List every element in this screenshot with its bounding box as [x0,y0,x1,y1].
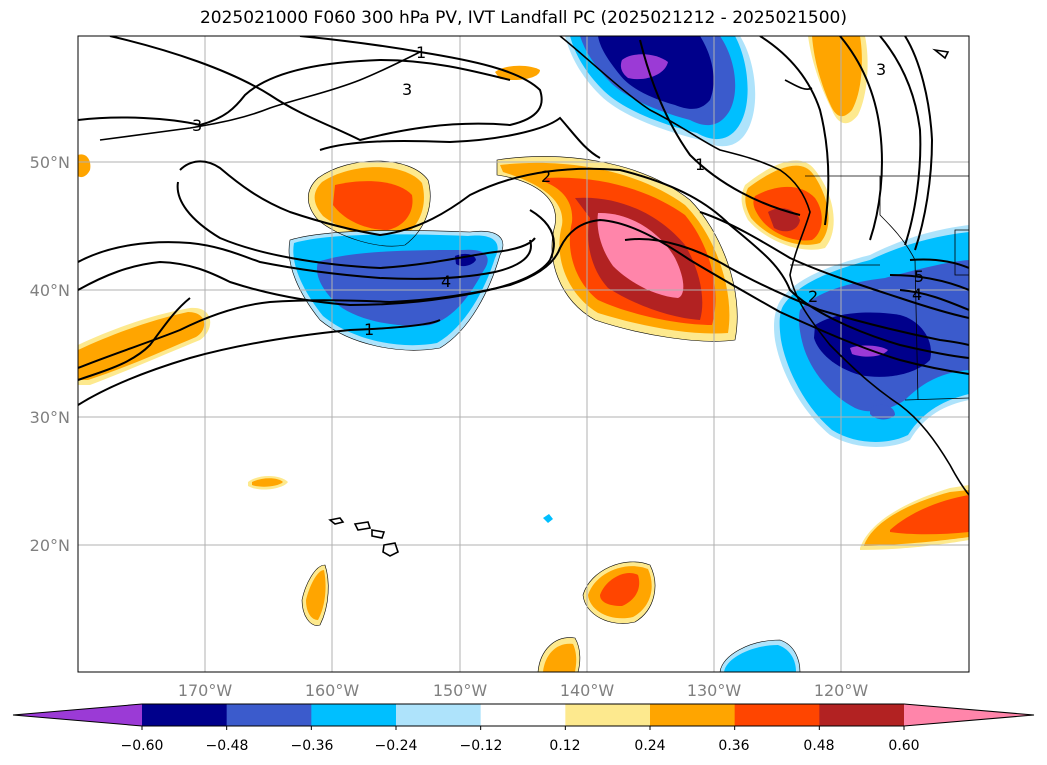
colorbar-segment [819,704,905,726]
contour-label: 2 [541,167,551,186]
contour-label: 1 [364,320,374,339]
colorbar-extend-low [13,704,142,726]
latitude-labels: 50°N 40°N 30°N 20°N [30,153,70,555]
negative-anomaly-tiny [543,514,553,523]
lon-label: 120°W [814,681,869,700]
colorbar-tick: 0.48 [803,738,834,754]
lon-label: 160°W [305,681,360,700]
colorbar-segment [396,704,482,726]
contour-label: 1 [695,155,705,174]
positive-anomaly-small-4-core [543,643,577,672]
colorbar-segment [311,704,397,726]
colorbar-segment [480,704,566,726]
positive-anomaly-north-pacific [308,160,431,247]
colorbar [12,703,1035,730]
colorbar-tick: −0.60 [121,738,164,754]
colorbar-segment [226,704,312,726]
contour-label: 5 [914,267,924,286]
lon-label: 140°W [560,681,615,700]
negative-anomaly-bottom [720,640,800,672]
positive-anomaly-southeast [860,485,969,550]
colorbar-tick: 0.36 [718,738,749,754]
positive-anomaly-small-2-core [306,570,326,620]
colorbar-tick: 0.60 [888,738,919,754]
map-title: 2025021000 F060 300 hPa PV, IVT Landfall… [199,8,847,28]
positive-anomaly-central-pacific [497,156,738,342]
contour-label: 2 [808,287,818,306]
positive-anomaly-small-3 [583,561,655,624]
lat-label: 40°N [30,281,70,300]
positive-anomaly-west [78,307,211,385]
anomaly-outlines [288,156,801,672]
colorbar-tick-labels: −0.60 −0.48 −0.36 −0.24 −0.12 0.12 0.24 … [121,738,920,754]
colorbar-tick: 0.24 [634,738,665,754]
gridlines [78,36,969,672]
positive-anomaly-northeast [808,36,868,124]
positive-anomaly-small-1-core [252,478,283,487]
colorbar-tick: −0.48 [206,738,249,754]
lon-label: 150°W [433,681,488,700]
lat-label: 30°N [30,408,70,427]
longitude-labels: 170°W 160°W 150°W 140°W 130°W 120°W [178,681,869,700]
colorbar-tick: 0.12 [549,738,580,754]
contour-label: 4 [912,285,922,304]
pv-contour-labels: 1 2 3 4 1 2 3 1 3 4 5 [192,43,924,339]
positive-anomaly-pacific-northwest [741,160,834,250]
contour-label: 4 [441,272,451,291]
pv-contours [78,36,969,406]
colorbar-tick: −0.36 [291,738,334,754]
plot-frame [77,35,970,673]
contour-label: 3 [876,60,886,79]
colorbar-tick: −0.12 [460,738,503,754]
contour-label: 3 [192,116,202,135]
colorbar-segment [650,704,736,726]
lat-label: 20°N [30,536,70,555]
colorbar-segment [142,704,228,726]
contour-label: 3 [402,80,412,99]
lon-label: 170°W [178,681,233,700]
positive-anomaly-edge [78,154,91,178]
negative-anomaly-gulf-of-alaska [565,36,756,147]
colorbar-extend-high [904,704,1034,726]
lat-label: 50°N [30,153,70,172]
positive-anomaly-small-north [495,65,540,80]
lon-label: 130°W [687,681,742,700]
colorbar-segment [565,704,651,726]
colorbar-segment [734,704,820,726]
contour-label: 1 [416,43,426,62]
plot-area: 1 2 3 4 1 2 3 1 3 4 5 [78,36,969,672]
coastlines [99,36,969,557]
colorbar-tick: −0.24 [375,738,418,754]
